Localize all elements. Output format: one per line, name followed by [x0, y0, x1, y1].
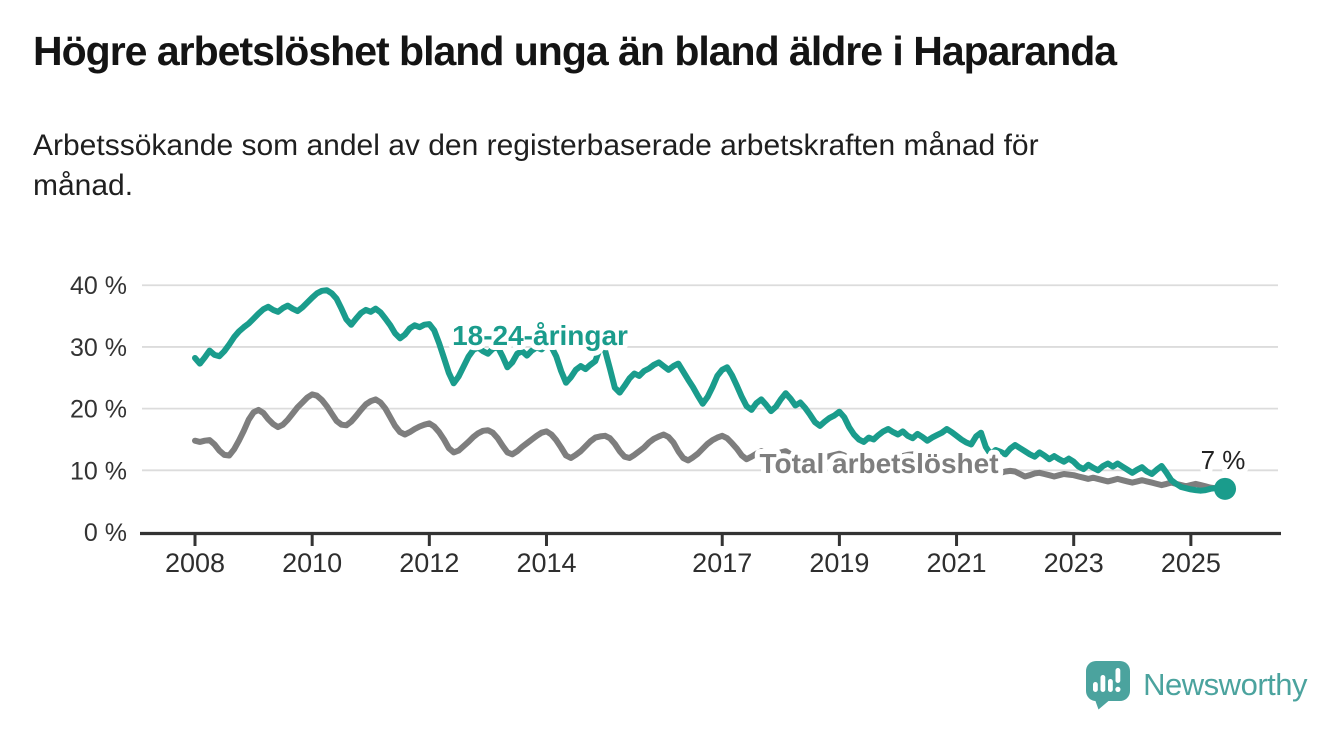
- y-axis-label-0: 0 %: [84, 519, 127, 547]
- y-axis-label-30: 30 %: [70, 334, 127, 362]
- logo-bubble: [1086, 661, 1131, 701]
- x-axis-label-2008: 2008: [165, 548, 225, 578]
- page-title: Högre arbetslöshet bland unga än bland ä…: [33, 28, 1117, 74]
- end-point-marker: [1214, 477, 1237, 500]
- series-label-young: 18-24-åringar: [452, 320, 628, 351]
- logo-bar-small: [1093, 682, 1098, 692]
- y-axis-label-40: 40 %: [70, 272, 127, 300]
- x-axis-label-2010: 2010: [282, 548, 342, 578]
- brand-footer: Newsworthy: [1084, 659, 1307, 710]
- end-value-label: 7 %: [1201, 445, 1246, 475]
- logo-bar-tall: [1100, 675, 1106, 692]
- x-axis-label-2014: 2014: [516, 548, 576, 578]
- x-axis-label-2023: 2023: [1044, 548, 1104, 578]
- logo-bubble-tail: [1094, 697, 1113, 710]
- logo-bar-medium: [1108, 679, 1113, 692]
- logo-exclamation-bar: [1115, 668, 1121, 683]
- x-axis-label-2012: 2012: [399, 548, 459, 578]
- x-axis-label-2025: 2025: [1161, 548, 1221, 578]
- x-axis-label-2017: 2017: [692, 548, 752, 578]
- logo-exclamation-dot: [1115, 686, 1121, 692]
- x-axis-label-2019: 2019: [809, 548, 869, 578]
- x-axis-label-2021: 2021: [927, 548, 987, 578]
- y-axis-label-20: 20 %: [70, 396, 127, 424]
- brand-name: Newsworthy: [1143, 666, 1307, 702]
- y-axis-label-10: 10 %: [70, 457, 127, 485]
- newsworthy-logo-icon: [1086, 661, 1131, 710]
- page-subtitle: Arbetssökande som andel av den registerb…: [33, 129, 1039, 202]
- series-line-young: [192, 287, 1228, 494]
- series-label-total: Total arbetslöshet: [759, 448, 998, 479]
- series-line-total: [192, 391, 1228, 492]
